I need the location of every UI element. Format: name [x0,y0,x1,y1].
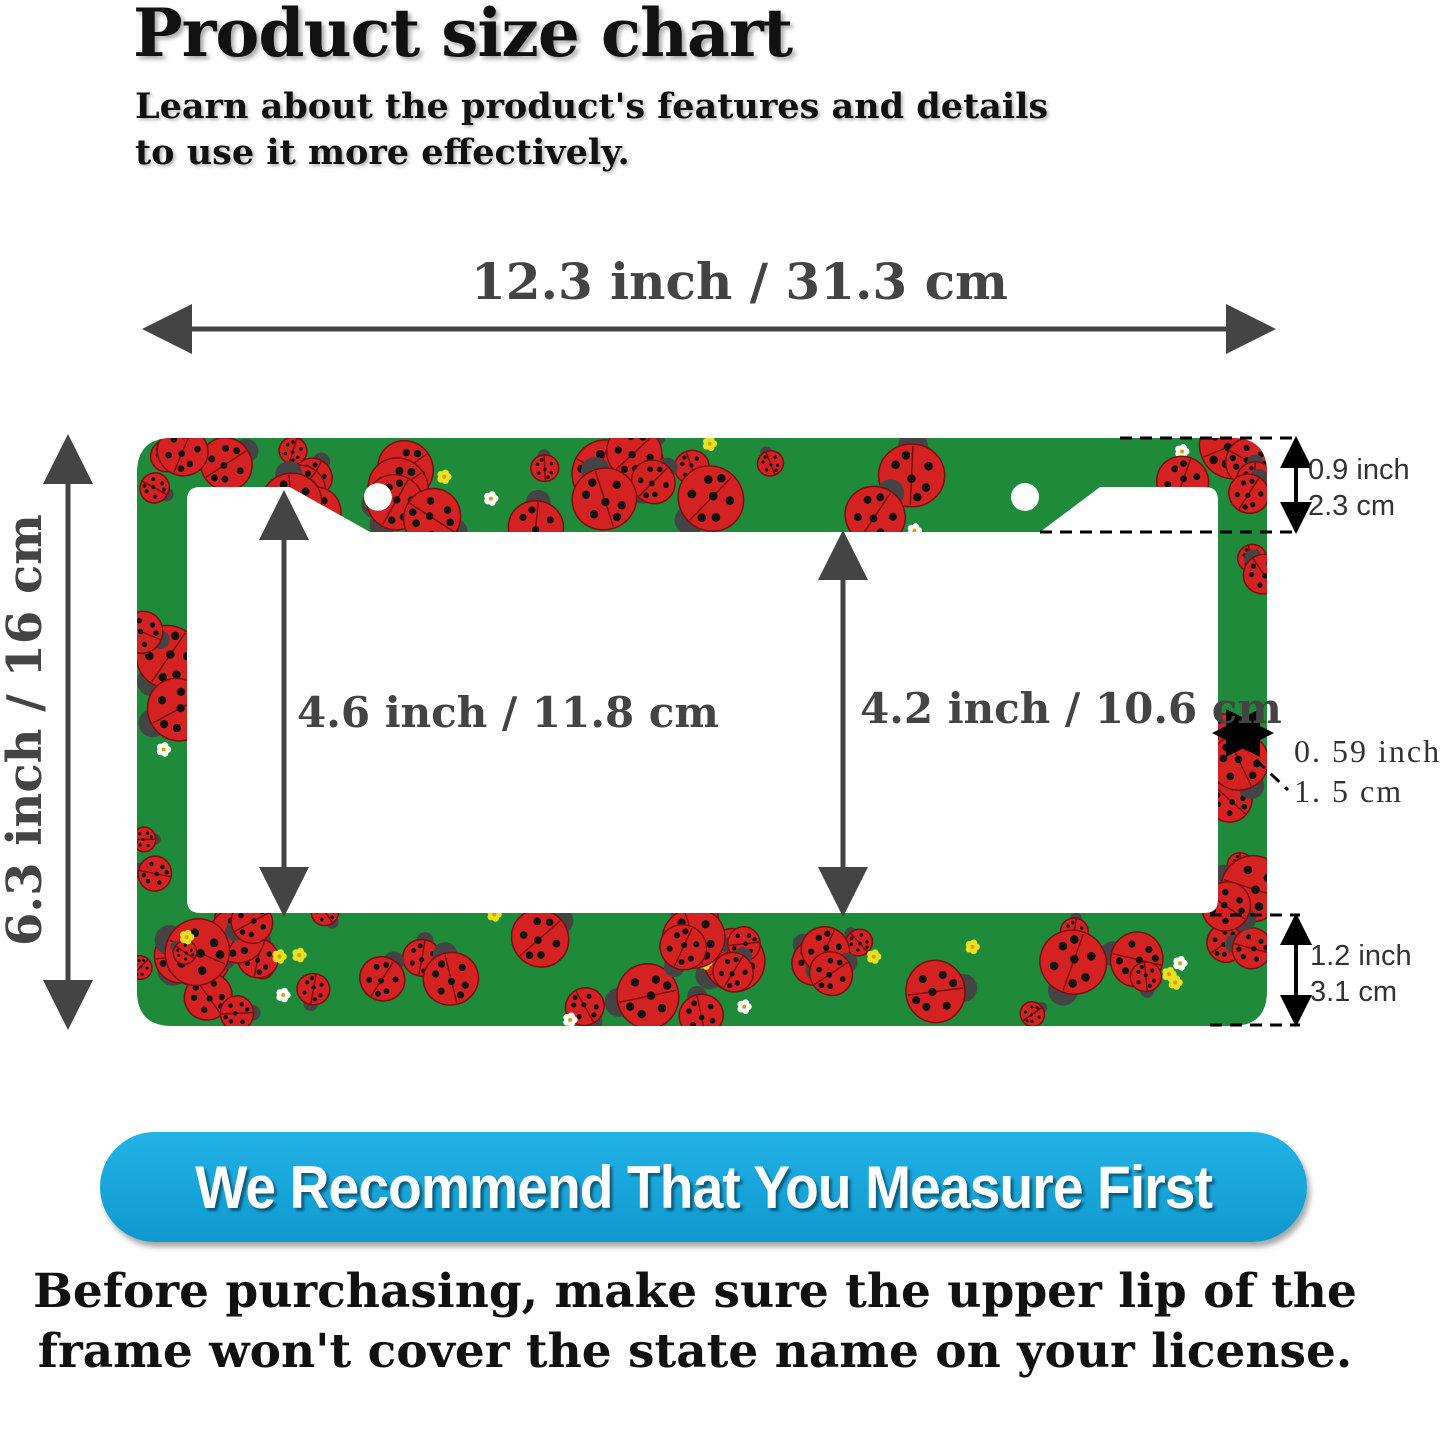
inner-left-height-label: 4.6 inch / 11.8 cm [297,688,719,737]
dashed-guides [1040,436,1300,1027]
ladybug [156,438,209,477]
flower [276,987,291,1003]
side-border-label: 0. 59 inch 1. 5 cm [1294,731,1441,811]
cm-value: 3.1 cm [1310,976,1398,1008]
ladybug [139,472,174,504]
ladybug [137,610,170,654]
ladybug [137,955,153,981]
ladybug [712,947,755,993]
inch-value: 1.2 inch [1310,940,1412,972]
cm-value: 2.3 cm [1308,490,1396,522]
ladybug [359,951,406,1002]
ladybug [905,959,978,1024]
flower [156,742,172,757]
ladybug [1019,1001,1048,1026]
flower [292,947,307,963]
ladybug [422,942,480,1006]
ladybug [756,446,785,477]
flower [484,491,499,506]
ladybug [1228,469,1267,515]
purchase-note: Before purchasing, make sure the upper l… [33,1264,1357,1379]
inner-center-height-label: 4.2 inch / 10.6 cm [860,684,1282,733]
flower [180,929,195,945]
ladybug [199,438,259,492]
ladybug [137,855,173,892]
flower [702,438,718,452]
flower [965,939,980,955]
measure-banner: We Recommend That You Measure First [100,1132,1307,1242]
ladybug [604,963,680,1026]
ladybug [510,907,574,968]
ladybug [530,449,560,483]
ladybug [674,465,745,536]
page-title: Product size chart [133,0,793,72]
ladybug [296,972,331,1012]
ladybug [1242,549,1267,595]
banner-text: We Recommend That You Measure First [195,1153,1213,1221]
ladybug [630,457,678,505]
ladybug [1224,927,1267,970]
cm-value: 1. 5 cm [1294,773,1404,809]
inch-value: 0.9 inch [1308,454,1410,486]
flower [1173,955,1188,971]
flower [563,1012,578,1026]
flower [272,949,287,964]
ladybug [571,456,638,531]
ladybug [564,987,605,1026]
flower [1175,444,1190,459]
ladybug [219,995,261,1026]
inch-value: 0. 59 inch [1294,733,1442,769]
ladybug [278,438,308,465]
flower [1168,975,1183,990]
ladybug [808,951,858,997]
ladybug [678,985,724,1026]
ladybug [137,826,161,853]
ladybug [170,939,198,965]
height-label: 6.3 inch / 16 cm [0,514,53,946]
top-border-label: 0.9 inch 2.3 cm [1308,452,1410,524]
bottom-border-label: 1.2 inch 3.1 cm [1310,938,1412,1010]
flower [867,949,882,964]
width-label: 12.3 inch / 31.3 cm [471,252,1008,311]
ladybug [659,923,708,977]
subtitle-line: to use it more effectively. [135,132,630,173]
subtitle-line: Learn about the product's features and d… [135,86,1049,127]
flower [737,999,752,1015]
ladybug [1039,929,1108,1006]
ladybug [1129,961,1163,998]
flower [437,469,452,485]
